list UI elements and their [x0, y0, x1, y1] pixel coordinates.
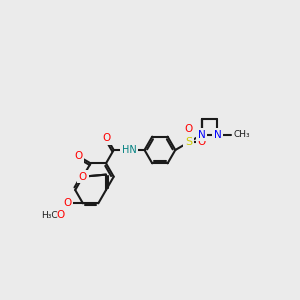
Text: O: O — [198, 137, 206, 147]
Text: O: O — [74, 152, 83, 161]
Text: HN: HN — [122, 145, 136, 155]
Text: O: O — [198, 137, 206, 147]
Text: O: O — [103, 133, 111, 143]
Text: CH₃: CH₃ — [234, 130, 250, 139]
Text: O: O — [79, 172, 87, 182]
Text: O: O — [103, 133, 111, 143]
Text: O: O — [184, 124, 193, 134]
Text: O: O — [56, 210, 65, 220]
Text: H₃C: H₃C — [41, 211, 58, 220]
Text: N: N — [214, 130, 221, 140]
Text: S: S — [185, 137, 192, 147]
Text: O: O — [63, 198, 72, 208]
Text: O: O — [184, 124, 193, 134]
Text: O: O — [63, 198, 72, 208]
Text: O: O — [79, 172, 87, 182]
Text: O: O — [74, 152, 83, 161]
Text: N: N — [198, 130, 206, 140]
